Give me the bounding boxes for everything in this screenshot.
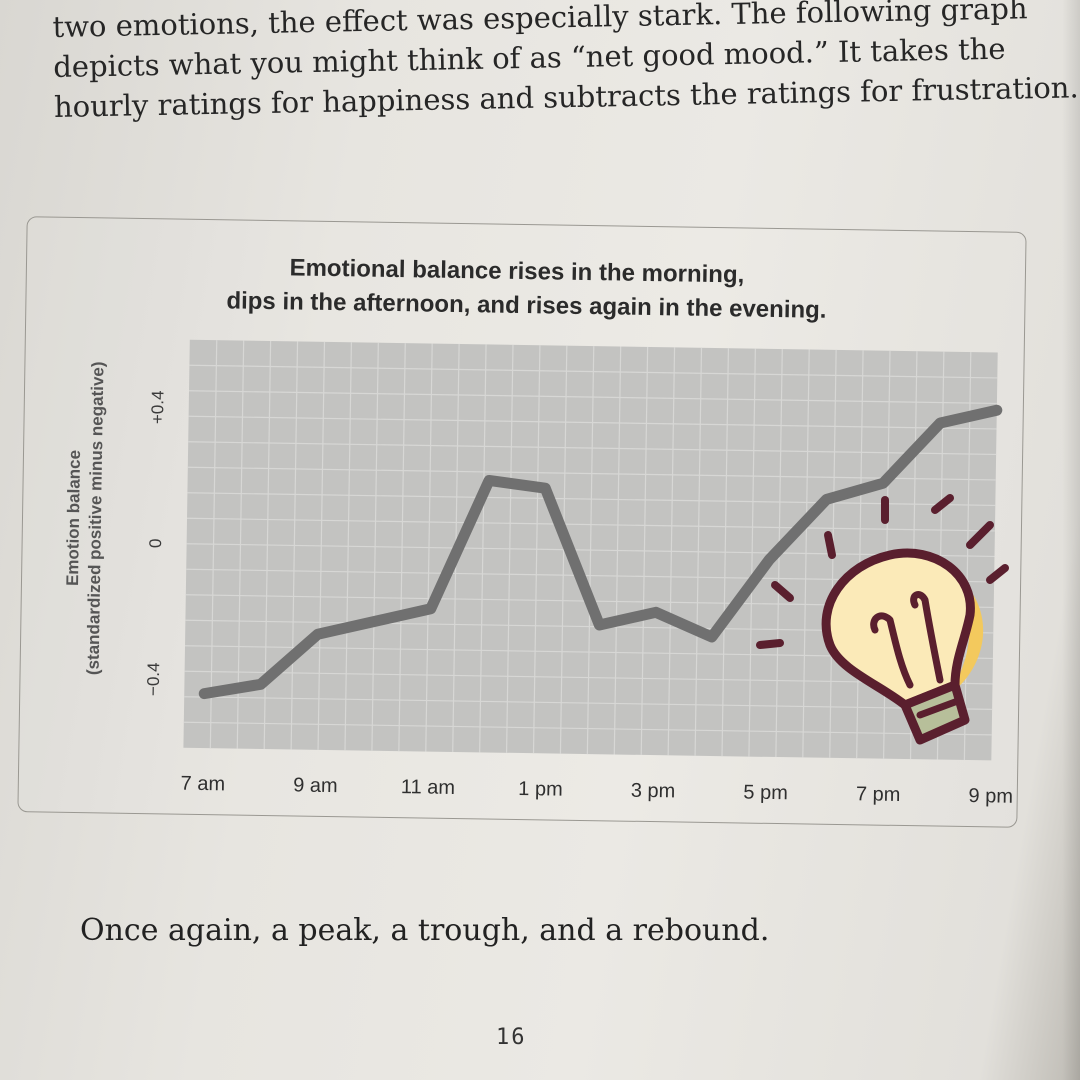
- grid-line-horizontal: [187, 466, 996, 481]
- grid-line-horizontal: [189, 364, 998, 379]
- line-chart: +0.4 0 −0.4 7 am 9 am 11 am 1 pm 3 pm 5 pm 7 pm 9 …: [144, 339, 1013, 808]
- x-tick-label: 9 pm: [968, 785, 1013, 808]
- x-tick-label: 9 am: [293, 774, 338, 797]
- body-paragraph: two emotions, the effect was especially …: [52, 0, 1079, 127]
- grid-line-horizontal: [184, 670, 993, 685]
- y-axis-label-line: (standardized positive minus negative): [83, 361, 108, 676]
- chart-figure: +0.4 0 −0.4 7 am 9 am 11 am 1 pm 3 pm 5 pm 7 pm 9 …: [17, 216, 1027, 828]
- page-number: 16: [496, 1025, 527, 1050]
- grid-line-horizontal: [188, 415, 997, 430]
- y-axis-label: Emotion balance (standardized positive m…: [60, 338, 130, 699]
- x-tick-label: 11 am: [401, 776, 455, 799]
- y-tick-label: +0.4: [148, 390, 168, 424]
- page-edge-shadow: [1062, 0, 1080, 1080]
- x-tick-label: 5 pm: [743, 782, 788, 805]
- x-tick-label: 7 am: [180, 773, 225, 796]
- grid-line-horizontal: [187, 492, 996, 507]
- light-ray: [986, 564, 1009, 584]
- grid-line-horizontal: [184, 696, 993, 711]
- figure-caption-text: Once again, a peak, a trough, and a rebo…: [80, 913, 770, 948]
- grid-line-horizontal: [189, 390, 997, 405]
- grid-line-horizontal: [188, 441, 997, 456]
- chart-title: Emotional balance rises in the morning, …: [226, 250, 826, 327]
- light-ray: [756, 639, 784, 649]
- light-ray: [931, 494, 954, 514]
- grid-line-horizontal: [183, 721, 992, 736]
- light-ray: [771, 581, 794, 602]
- x-tick-label: 7 pm: [856, 783, 901, 806]
- lightbulb-icon: [756, 494, 1009, 745]
- y-tick-label: 0: [146, 538, 165, 548]
- grid-line-horizontal: [187, 517, 995, 532]
- light-ray: [966, 521, 994, 549]
- x-tick-label: 3 pm: [631, 780, 676, 803]
- x-tick-label: 1 pm: [518, 778, 563, 801]
- grid-line-horizontal: [186, 543, 995, 558]
- y-tick-label: −0.4: [144, 662, 164, 696]
- light-ray: [824, 531, 836, 559]
